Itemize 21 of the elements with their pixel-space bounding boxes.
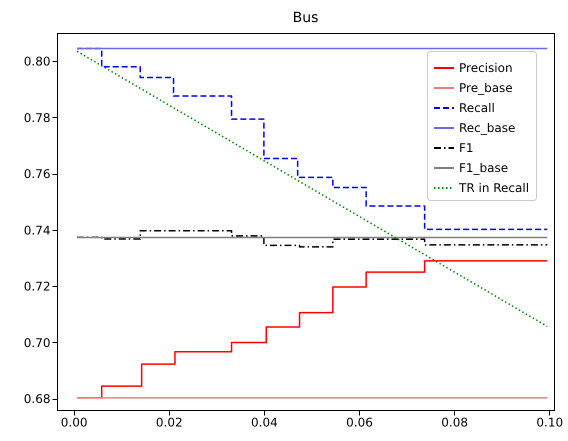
legend-label: F1 — [459, 141, 474, 155]
y-tick-label: 0.70 — [24, 336, 50, 350]
legend-label: Precision — [459, 61, 513, 75]
y-tick-label: 0.68 — [24, 392, 50, 406]
y-tick-label: 0.80 — [24, 54, 50, 69]
chart-title: Bus — [292, 10, 318, 26]
y-tick-label: 0.74 — [24, 223, 50, 238]
x-tick-label: 0.00 — [60, 416, 88, 430]
legend-label: Rec_base — [459, 121, 516, 135]
legend-label: Pre_base — [459, 81, 513, 95]
y-tick-label: 0.76 — [24, 167, 50, 182]
x-tick-label: 0.10 — [536, 416, 564, 430]
x-tick-label: 0.08 — [441, 416, 468, 430]
legend-label: TR in Recall — [458, 181, 530, 195]
x-tick-label: 0.02 — [156, 416, 183, 430]
legend-label: F1_base — [459, 161, 508, 175]
legend-label: Recall — [459, 101, 495, 115]
x-tick-label: 0.06 — [346, 416, 373, 430]
y-tick-label: 0.72 — [24, 280, 50, 294]
x-tick-label: 0.04 — [251, 416, 278, 430]
y-tick-label: 0.78 — [24, 110, 50, 125]
